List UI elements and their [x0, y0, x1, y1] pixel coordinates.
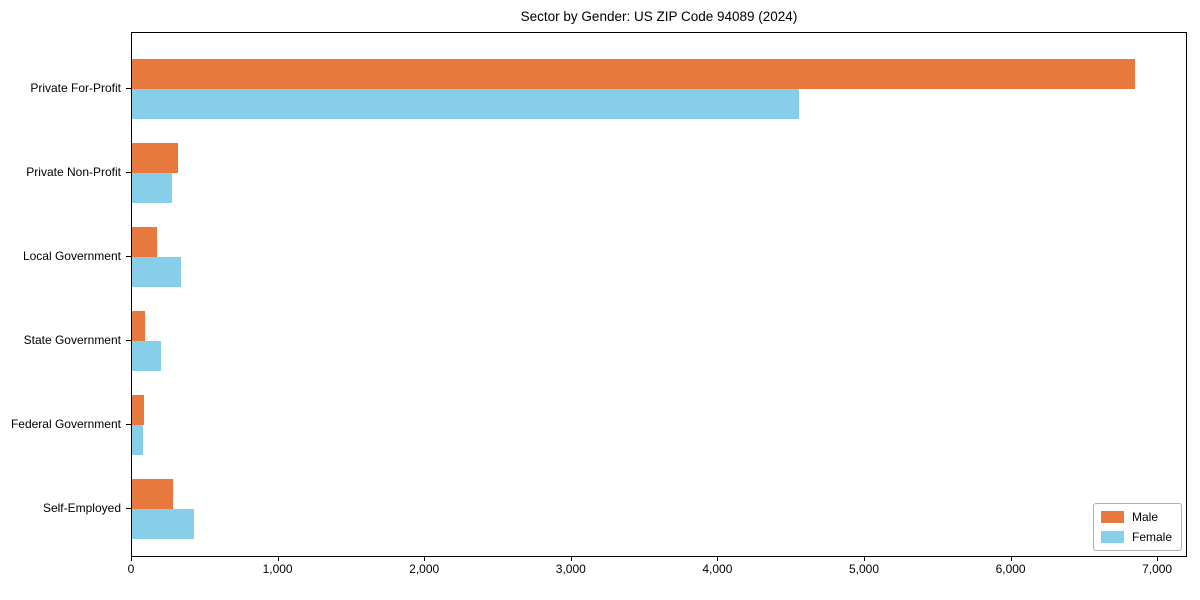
x-tick-mark: [424, 557, 426, 561]
x-tick-label: 4,000: [702, 562, 733, 576]
y-tick-mark: [126, 424, 131, 425]
x-tick-label: 1,000: [262, 562, 293, 576]
legend-label-female: Female: [1131, 530, 1172, 544]
bar-female-5: [132, 509, 194, 539]
bar-male-5: [132, 479, 173, 509]
y-tick-label: Private Non-Profit: [26, 165, 121, 179]
y-tick-label: State Government: [23, 333, 121, 347]
x-tick-label: 6,000: [995, 562, 1026, 576]
bar-male-4: [132, 395, 144, 425]
x-tick-mark: [717, 557, 719, 561]
legend-item-female: Female: [1100, 530, 1172, 544]
bar-male-1: [132, 143, 179, 173]
x-tick-label: 0: [127, 562, 135, 576]
x-tick-mark: [131, 557, 132, 561]
x-tick-mark: [1157, 557, 1159, 561]
y-tick-mark: [126, 256, 131, 257]
legend-swatch-male-icon: [1100, 511, 1124, 523]
bar-male-2: [132, 227, 157, 257]
x-tick-mark: [1010, 557, 1012, 561]
y-tick-label: Self-Employed: [42, 501, 121, 515]
bar-male-3: [132, 311, 145, 341]
y-tick-mark: [126, 340, 131, 341]
bar-female-4: [132, 425, 143, 455]
x-tick-label: 7,000: [1142, 562, 1173, 576]
y-tick-label: Local Government: [22, 249, 121, 263]
legend-swatch-female-icon: [1100, 531, 1124, 543]
legend: Male Female: [1092, 503, 1182, 551]
x-tick-mark: [864, 557, 865, 561]
y-tick-label: Federal Government: [10, 417, 121, 431]
y-tick-mark: [126, 508, 131, 509]
bar-male-0: [132, 59, 1135, 89]
bar-female-0: [132, 89, 799, 119]
x-tick-label: 2,000: [409, 562, 440, 576]
bar-female-2: [132, 257, 182, 287]
legend-label-male: Male: [1131, 510, 1158, 524]
y-tick-mark: [126, 88, 131, 89]
x-tick-label: 5,000: [848, 562, 880, 576]
plot-area: Male Female: [131, 32, 1187, 557]
y-tick-label: Private For-Profit: [30, 81, 121, 95]
x-tick-mark: [570, 557, 572, 561]
chart-title: Sector by Gender: US ZIP Code 94089 (202…: [520, 9, 798, 24]
bar-female-3: [132, 341, 162, 371]
y-tick-mark: [126, 172, 131, 173]
x-tick-label: 3,000: [555, 562, 586, 576]
bar-female-1: [132, 173, 172, 203]
x-tick-mark: [277, 557, 279, 561]
legend-item-male: Male: [1100, 510, 1172, 524]
